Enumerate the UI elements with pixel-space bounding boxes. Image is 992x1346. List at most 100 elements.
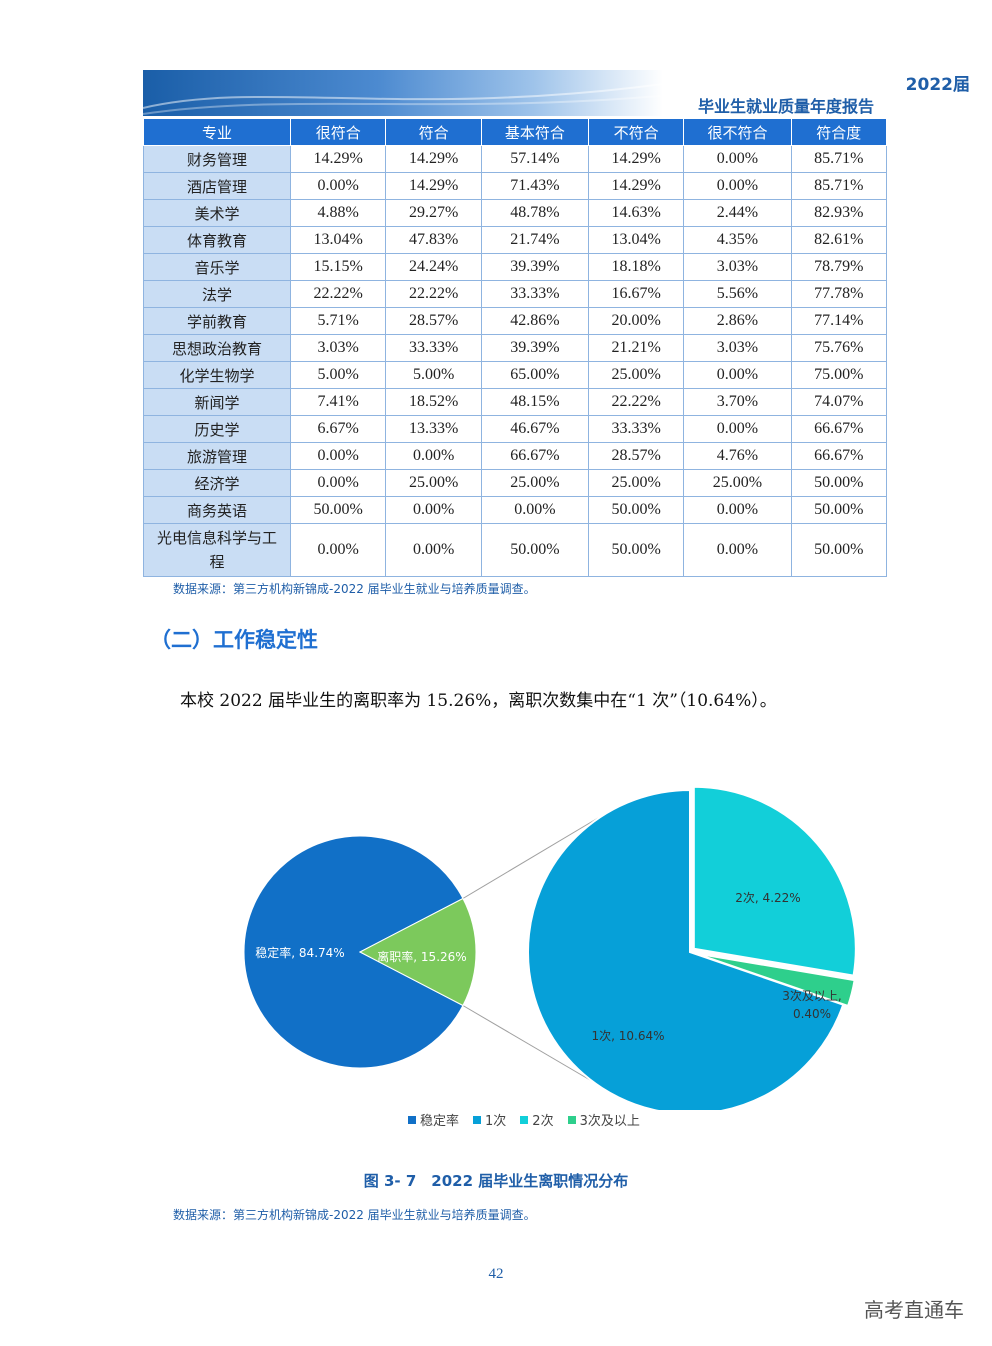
connector-line-top [462,817,599,899]
percentage-cell: 65.00% [480,361,589,389]
percentage-cell: 0.00% [683,415,792,443]
percentage-cell: 77.78% [790,280,888,308]
column-header: 符合度 [790,118,888,146]
percentage-cell: 0.00% [385,442,482,470]
percentage-cell: 82.93% [790,199,888,227]
major-name-cell: 历史学 [143,415,291,443]
major-name-cell: 旅游管理 [143,442,291,470]
percentage-cell: 14.29% [289,145,387,173]
header-wave-lines [143,83,684,115]
percentage-cell: 16.67% [587,280,685,308]
percentage-cell: 66.67% [790,442,888,470]
legend-label: 3次及以上 [579,1114,640,1129]
source-note: 数据来源：第三方机构新锦成-2022 届毕业生就业与培养质量调查。 [173,1208,536,1222]
percentage-cell: 48.78% [480,199,589,227]
table-row: 思想政治教育 3.03% 33.33% 39.39% 21.21% 3.03% 75.76% [143,334,888,362]
legend-item: 稳定率 [408,1110,459,1129]
percentage-cell: 5.00% [289,361,387,389]
column-header: 很符合 [289,118,387,146]
percentage-cell: 24.24% [385,253,482,281]
header-title: 毕业生就业质量年度报告 [697,97,874,116]
percentage-cell: 6.67% [289,415,387,443]
percentage-cell: 33.33% [385,334,482,362]
percentage-cell: 25.00% [587,469,685,497]
column-header: 符合 [385,118,482,146]
percentage-cell: 82.61% [790,226,888,254]
table-header-row: 专业 很符合 符合 基本符合 不符合 很不符合 符合度 [143,118,888,146]
percentage-cell: 33.33% [480,280,589,308]
percentage-cell: 14.63% [587,199,685,227]
header-year: 2022届 [905,75,970,95]
table-body: 财务管理 14.29% 14.29% 57.14% 14.29% 0.00% 85.71% 酒… [143,145,888,577]
major-name-cell: 酒店管理 [143,172,291,200]
table-row: 酒店管理 0.00% 14.29% 71.43% 14.29% 0.00% 85.71% [143,172,888,200]
percentage-cell: 75.00% [790,361,888,389]
percentage-cell: 2.44% [683,199,792,227]
table-row: 商务英语 50.00% 0.00% 0.00% 50.00% 0.00% 50.00% [143,496,888,524]
percentage-cell: 47.83% [385,226,482,254]
label-once: 1次, 10.64% [591,1029,664,1043]
percentage-cell: 39.39% [480,253,589,281]
percentage-cell: 0.00% [385,523,482,577]
column-header: 专业 [143,118,291,146]
percentage-cell: 0.00% [480,496,589,524]
figure-caption: 图 3- 7 2022 届毕业生离职情况分布 [363,1172,629,1190]
percentage-cell: 50.00% [480,523,589,577]
breakdown-pie [527,785,857,1110]
section-title: （二）工作稳定性 [150,628,318,652]
percentage-cell: 57.14% [480,145,589,173]
percentage-cell: 18.18% [587,253,685,281]
percentage-cell: 0.00% [385,496,482,524]
percentage-cell: 50.00% [587,496,685,524]
header-banner [143,70,888,116]
percentage-cell: 25.00% [683,469,792,497]
percentage-cell: 4.88% [289,199,387,227]
percentage-cell: 29.27% [385,199,482,227]
percentage-cell: 22.22% [385,280,482,308]
table-row: 化学生物学 5.00% 5.00% 65.00% 25.00% 0.00% 75.00% [143,361,888,389]
table-row: 历史学 6.67% 13.33% 46.67% 33.33% 0.00% 66.67% [143,415,888,443]
table-row: 财务管理 14.29% 14.29% 57.14% 14.29% 0.00% 85.71% [143,145,888,173]
percentage-cell: 18.52% [385,388,482,416]
table-row: 旅游管理 0.00% 0.00% 66.67% 28.57% 4.76% 66.67% [143,442,888,470]
percentage-cell: 74.07% [790,388,888,416]
major-name-cell: 经济学 [143,469,291,497]
legend-label: 1次 [485,1114,507,1129]
percentage-cell: 7.41% [289,388,387,416]
main-pie [243,835,477,1069]
major-name-cell: 音乐学 [143,253,291,281]
percentage-cell: 66.67% [480,442,589,470]
percentage-cell: 50.00% [587,523,685,577]
percentage-cell: 48.15% [480,388,589,416]
turnover-pie-chart: 稳定率, 84.74% 离职率, 15.26% 1次, 10.64% 2次, 4.22… [243,785,857,1110]
pie-slice-once [527,788,845,1110]
table-row: 新闻学 7.41% 18.52% 48.15% 22.22% 3.70% 74.07% [143,388,888,416]
percentage-cell: 0.00% [683,361,792,389]
source-note: 数据来源：第三方机构新锦成-2022 届毕业生就业与培养质量调查。 [173,582,536,596]
major-name-cell: 学前教育 [143,307,291,335]
watermark: 高考直通车 [864,1298,964,1322]
percentage-cell: 3.70% [683,388,792,416]
percentage-cell: 13.33% [385,415,482,443]
percentage-cell: 4.76% [683,442,792,470]
table-row: 音乐学 15.15% 24.24% 39.39% 18.18% 3.03% 78.79% [143,253,888,281]
table-row: 学前教育 5.71% 28.57% 42.86% 20.00% 2.86% 77.14% [143,307,888,335]
percentage-cell: 50.00% [790,496,888,524]
major-name-cell: 光电信息科学与工程 [143,523,291,577]
legend-swatch [473,1115,482,1124]
percentage-cell: 21.74% [480,226,589,254]
percentage-cell: 22.22% [289,280,387,308]
percentage-cell: 5.56% [683,280,792,308]
percentage-cell: 22.22% [587,388,685,416]
chart-legend: 稳定率 1次 2次 3次及以上 [408,1110,640,1129]
percentage-cell: 14.29% [385,145,482,173]
percentage-cell: 14.29% [587,172,685,200]
percentage-cell: 0.00% [683,172,792,200]
percentage-cell: 15.15% [289,253,387,281]
legend-label: 稳定率 [420,1114,460,1129]
percentage-cell: 75.76% [790,334,888,362]
major-name-cell: 新闻学 [143,388,291,416]
legend-item: 2次 [520,1110,554,1129]
connector-line-bottom [462,1005,591,1081]
pie-connector-lines [462,817,599,1081]
